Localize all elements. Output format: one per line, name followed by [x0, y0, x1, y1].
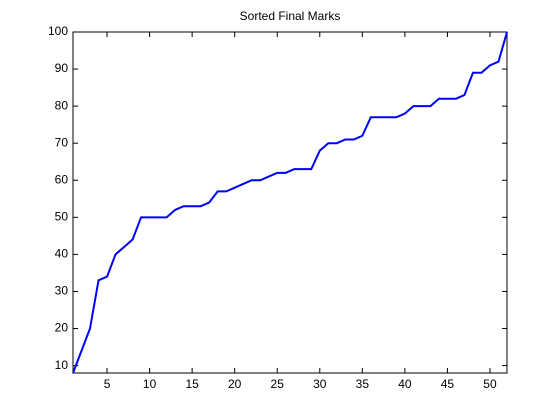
x-tick-label: 5	[104, 377, 111, 391]
y-tick-label: 40	[55, 247, 69, 261]
y-tick-label: 10	[55, 358, 69, 372]
y-tick-label: 80	[55, 98, 69, 112]
x-tick-label: 45	[441, 377, 455, 391]
y-tick-label: 30	[55, 284, 69, 298]
plot-frame	[72, 31, 508, 374]
x-tick-label: 15	[185, 377, 199, 391]
x-tick-label: 20	[228, 377, 242, 391]
y-tick-label: 70	[55, 135, 69, 149]
chart-title: Sorted Final Marks	[240, 9, 341, 23]
x-tick-label: 40	[398, 377, 412, 391]
y-tick-label: 100	[48, 24, 68, 38]
data-line	[72, 31, 508, 374]
y-tick-label: 60	[55, 172, 69, 186]
y-tick-label: 90	[55, 61, 69, 75]
x-tick-label: 35	[356, 377, 370, 391]
x-tick-label: 30	[313, 377, 327, 391]
y-tick-label: 20	[55, 321, 69, 335]
y-tick-label: 50	[55, 209, 69, 223]
x-tick-label: 10	[143, 377, 157, 391]
x-tick-label: 25	[271, 377, 285, 391]
x-tick-label: 50	[483, 377, 497, 391]
